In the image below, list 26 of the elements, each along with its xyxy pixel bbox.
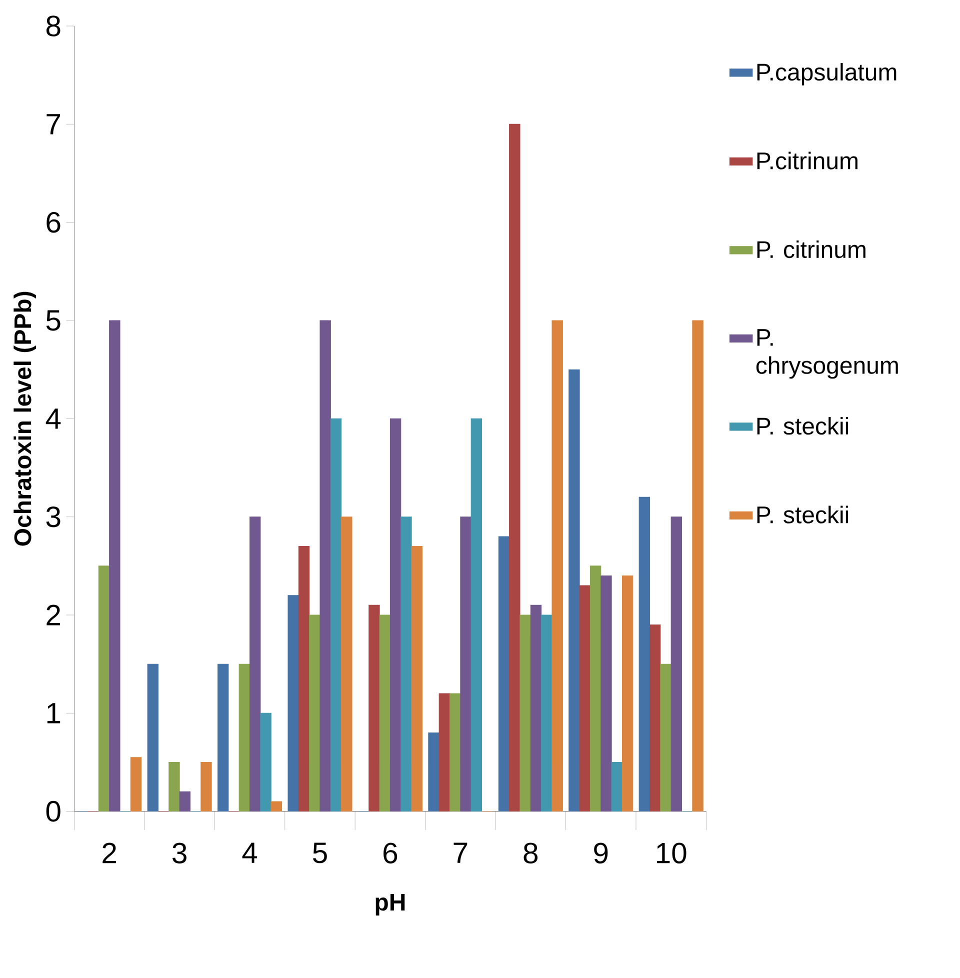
x-tick-label: 3: [172, 842, 186, 864]
x-tick-label: 8: [524, 842, 538, 864]
legend-label: P. steckii: [757, 506, 848, 524]
x-tick-label: 7: [454, 842, 468, 863]
x-tick-label: 10: [657, 842, 686, 864]
y-tick-label: 7: [46, 114, 60, 134]
y-tick-label: 3: [46, 506, 60, 528]
y-tick-label: 0: [46, 800, 60, 822]
x-tick-label: 2: [102, 842, 116, 864]
x-tick-label: 6: [384, 842, 398, 864]
y-tick-label: 5: [46, 310, 60, 331]
legend-label: P. chrysogenum: [756, 329, 898, 379]
legend-label: P. steckii: [757, 417, 848, 435]
y-tick-label: 1: [47, 703, 60, 724]
legend-label: P.citrinum: [757, 152, 858, 170]
legend-label: P. citrinum: [757, 240, 866, 258]
y-tick-label: 8: [46, 16, 60, 36]
x-tick-label: 5: [313, 842, 327, 864]
x-axis-title: pH: [376, 894, 405, 916]
y-tick-label: 6: [46, 212, 60, 233]
y-tick-label: 2: [46, 604, 60, 626]
y-tick-label: 4: [46, 408, 61, 429]
x-tick-label: 9: [594, 842, 608, 864]
x-tick-label: 4: [242, 842, 258, 863]
y-axis-title: Ochratoxin level (PPb): [14, 292, 36, 546]
legend-label: P.capsulatum: [757, 63, 896, 86]
